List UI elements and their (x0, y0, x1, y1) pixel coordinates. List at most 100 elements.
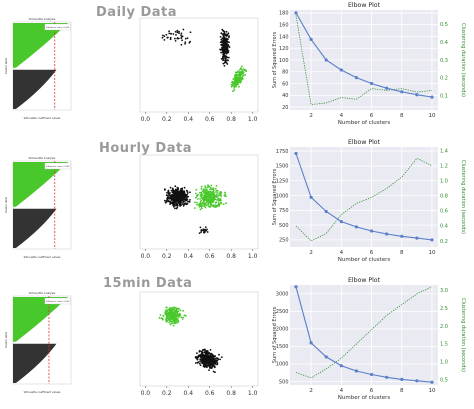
elbow-duration-line (295, 157, 433, 242)
elbow-title: Elbow Plot (348, 2, 381, 9)
elbow-sse-line (295, 286, 433, 383)
elbow-ytick-label: 1250 (276, 179, 289, 185)
elbow-ytick-label: 80 (282, 70, 288, 76)
scatter-point (211, 197, 214, 200)
scatter-point (205, 199, 208, 202)
scatter-point (204, 196, 207, 199)
scatter-xtick-label: 0.4 (183, 116, 193, 123)
scatter-points (161, 28, 248, 93)
scatter-point (187, 195, 189, 198)
scatter-point (199, 354, 202, 357)
scatter-point (202, 205, 204, 207)
scatter-xtick-label: 1.0 (248, 116, 258, 123)
elbow-sse-point (294, 285, 298, 289)
scatter-point (210, 367, 213, 369)
scatter-point (171, 322, 174, 325)
scatter-point (203, 365, 206, 368)
scatter-point (220, 58, 223, 60)
scatter-point (202, 228, 205, 231)
silhouette-title: Silhouette Analysis (29, 17, 56, 21)
scatter-point (196, 201, 198, 204)
silhouette-title: Silhouette Analysis (29, 156, 56, 160)
scatter-point (161, 317, 164, 320)
scatter-point (166, 36, 169, 39)
scatter-point (209, 349, 212, 351)
scatter-point (170, 315, 173, 317)
scatter-point (166, 314, 169, 317)
scatter-point (184, 42, 186, 45)
scatter-point (219, 193, 222, 196)
elbow-ytick-label: 250 (279, 238, 289, 244)
scatter-point (236, 73, 238, 76)
scatter-point (240, 67, 243, 70)
scatter-point (193, 207, 196, 209)
elbow-sse-point (354, 76, 358, 80)
elbow-sse-point (354, 225, 358, 229)
scatter-point (169, 323, 172, 326)
scatter-point (159, 314, 162, 316)
scatter-point (226, 38, 229, 41)
scatter-point (225, 202, 227, 205)
row-title-15min: 15min Data (103, 276, 193, 291)
scatter-point (206, 353, 208, 355)
elbow-ytick-label: 1750 (276, 149, 289, 155)
scatter-point (165, 309, 168, 312)
scatter-point (216, 192, 219, 194)
silhouette-legend-text: Silhouette score: 0.000 (46, 165, 70, 168)
scatter-point (178, 315, 180, 318)
scatter-point (167, 189, 170, 192)
elbow-sse-point (400, 90, 404, 94)
scatter-point (172, 33, 175, 35)
scatter-point (176, 29, 179, 32)
scatter-point (176, 193, 179, 195)
scatter-point (216, 195, 219, 198)
scatter-point (202, 190, 205, 192)
scatter-point (197, 361, 200, 364)
scatter-point (175, 195, 178, 198)
scatter-point (189, 191, 191, 194)
scatter-point (200, 203, 202, 206)
scatter-point (214, 198, 217, 201)
scatter-point (180, 34, 182, 37)
scatter-point (162, 34, 164, 37)
scatter-point (186, 203, 189, 205)
elbow-y2tick-label: 1.2 (440, 164, 448, 170)
elbow-sse-point (370, 372, 374, 377)
elbow-sse-point (415, 379, 419, 383)
scatter-point (211, 360, 214, 362)
scatter-point (216, 199, 218, 201)
elbow-xtick-label: 8 (400, 250, 404, 256)
scatter-xtick-label: 1.0 (248, 253, 258, 260)
scatter-point (213, 189, 215, 192)
elbow-ytick-label: 20 (282, 105, 288, 111)
scatter-point (172, 200, 175, 203)
scatter-point (181, 318, 184, 320)
scatter-point (223, 31, 226, 33)
scatter-point (218, 203, 221, 206)
elbow-ytick-label: 750 (279, 208, 289, 214)
elbow-xtick-label: 8 (400, 113, 404, 119)
elbow-sse-point (415, 236, 419, 240)
elbow-sse-point (385, 232, 389, 236)
elbow-ytick-label: 2500 (276, 309, 289, 315)
elbow-xtick-label: 4 (340, 250, 344, 256)
scatter-point (209, 359, 212, 362)
scatter-point (200, 199, 202, 202)
scatter-point (212, 364, 214, 367)
scatter-point (171, 310, 173, 312)
scatter-point (197, 203, 200, 206)
elbow-sse-point (294, 151, 298, 156)
scatter-point (169, 318, 171, 321)
scatter-point (185, 202, 187, 205)
scatter-point (175, 313, 177, 315)
elbow-xlabel: Number of clusters (338, 395, 391, 401)
scatter-point (179, 205, 181, 207)
scatter-point (171, 202, 174, 205)
scatter-point (220, 356, 223, 358)
scatter-point (168, 307, 171, 309)
elbow-y2tick-label: 1.0 (440, 179, 448, 185)
scatter-point (217, 202, 220, 204)
scatter-point (170, 313, 173, 315)
scatter-point (163, 39, 166, 41)
scatter-point (210, 355, 213, 358)
